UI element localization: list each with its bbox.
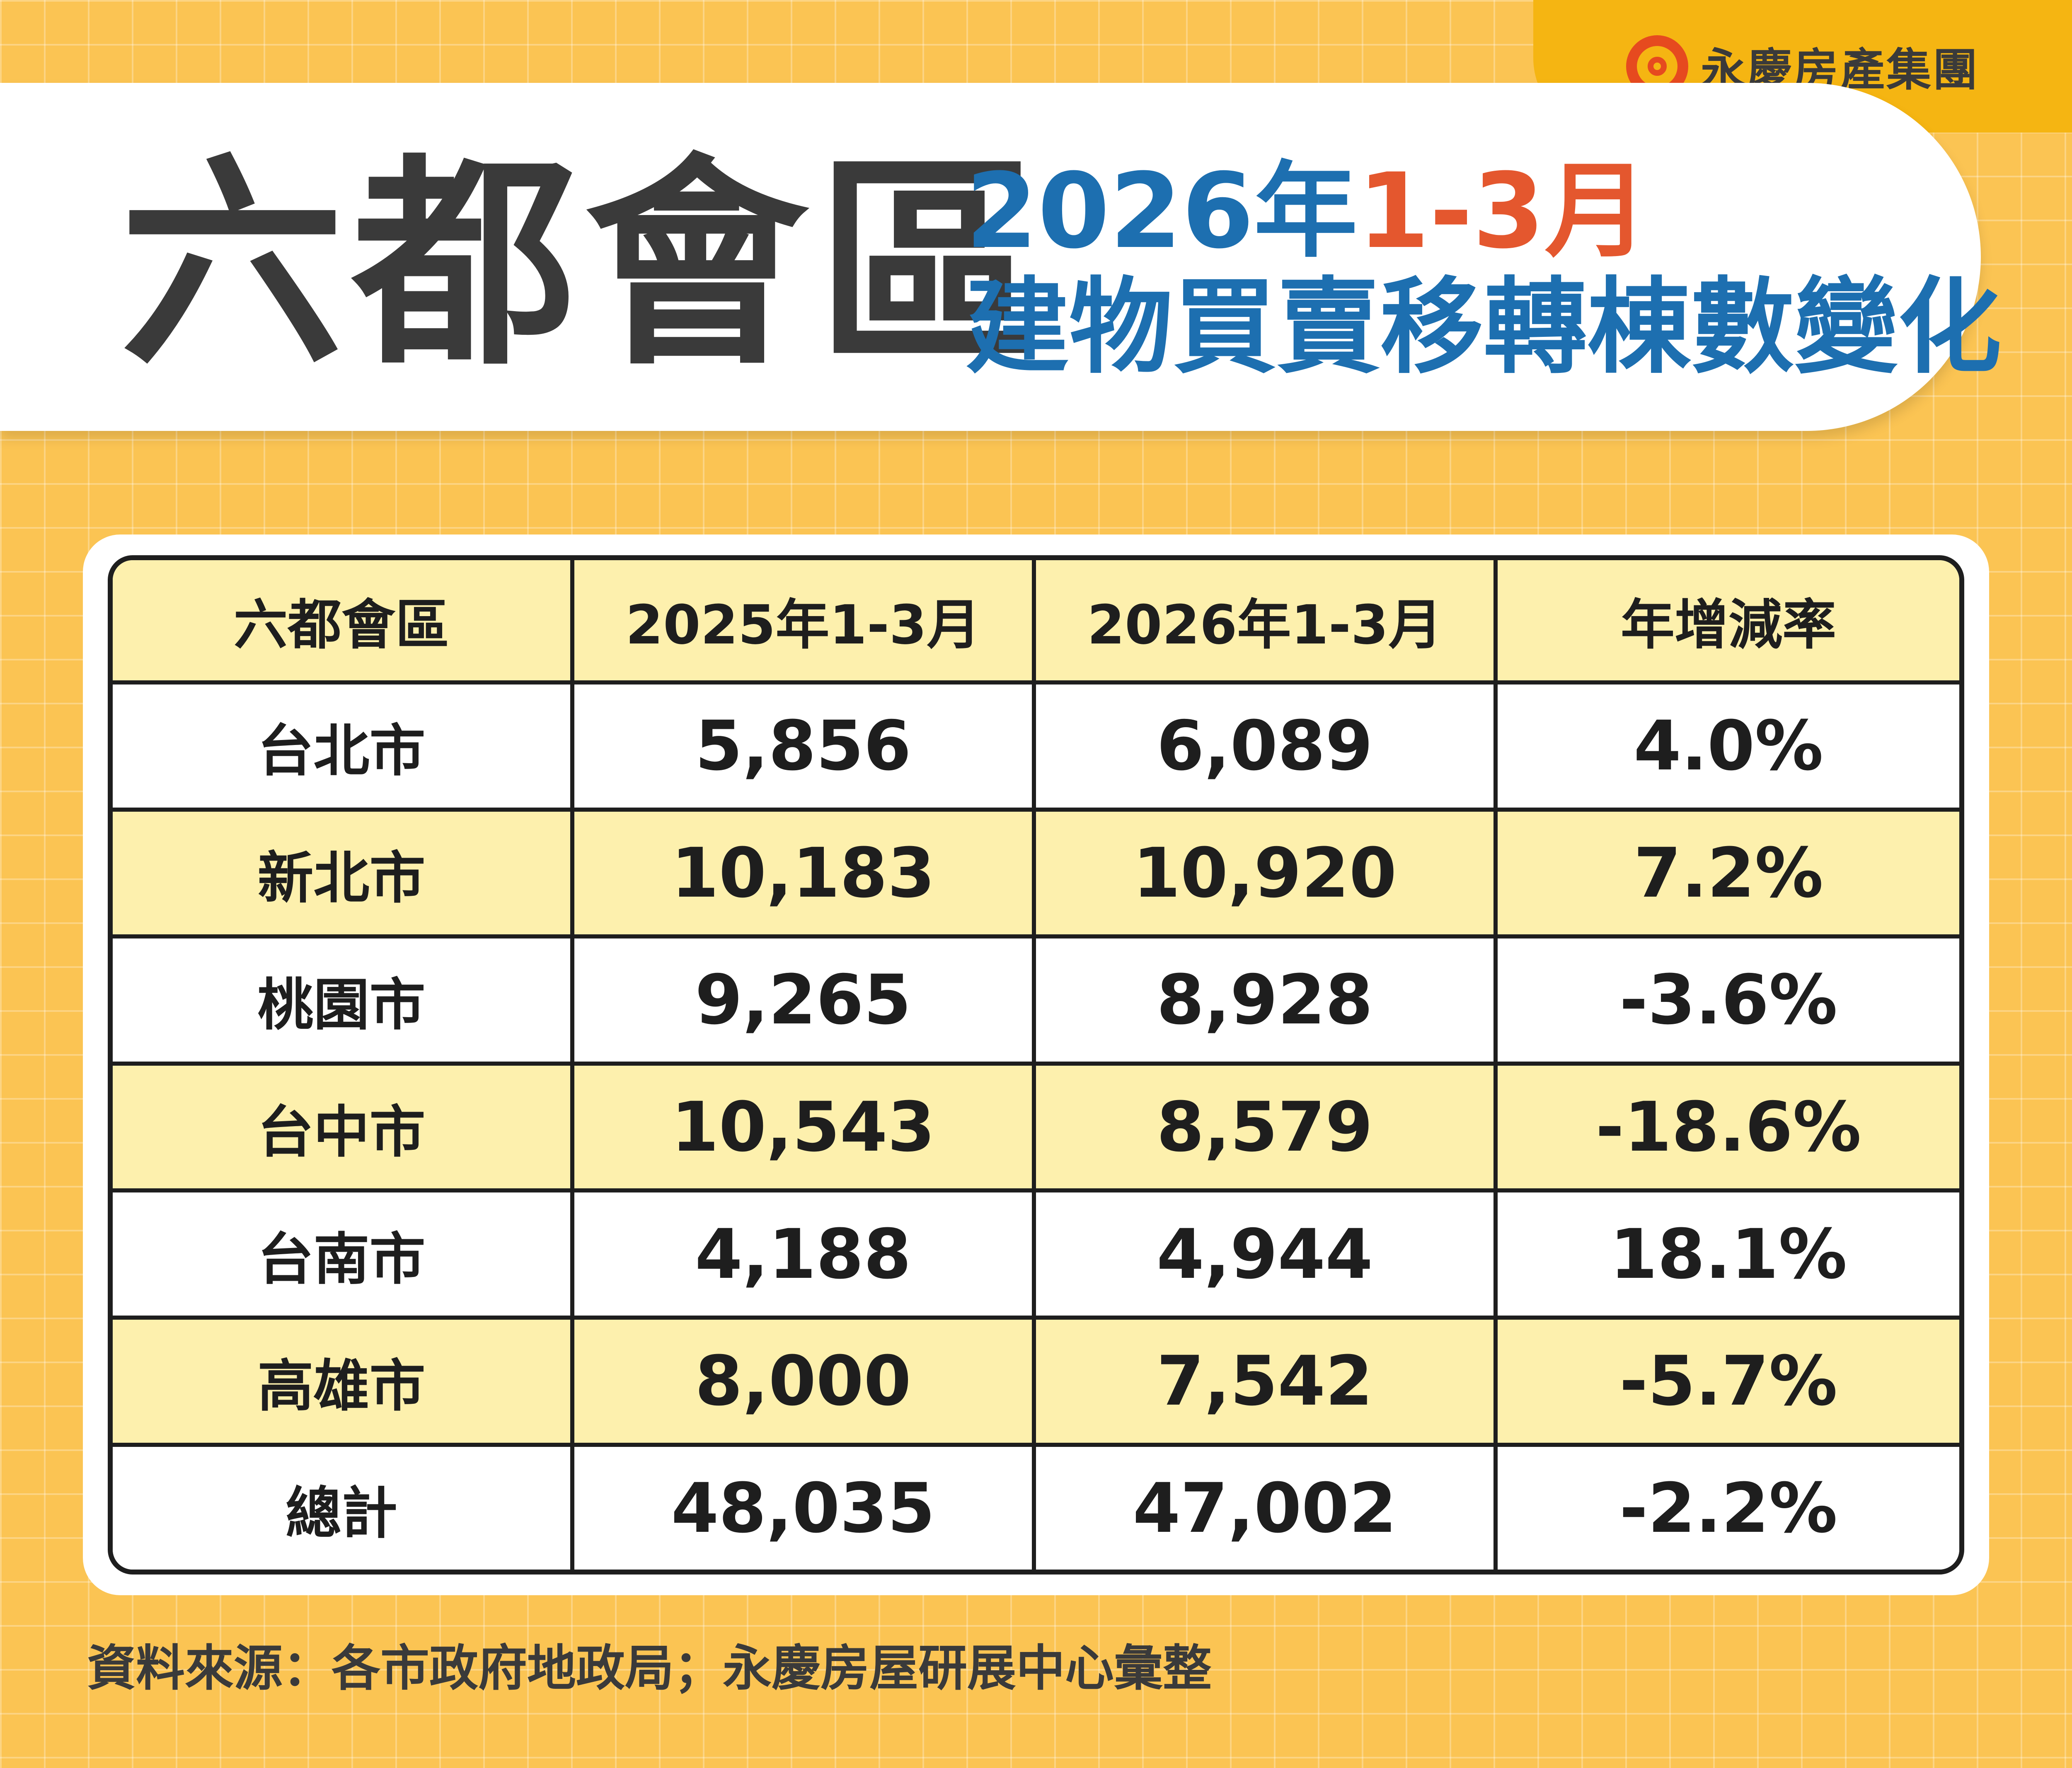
cell-2025: 10,543 <box>574 1065 1036 1193</box>
cell-2026: 7,542 <box>1036 1319 1498 1447</box>
header-2026: 2026年1-3月 <box>1036 560 1498 684</box>
subtitle-year: 2026年 <box>966 151 1358 271</box>
table-row: 台南市 4,188 4,944 18.1% <box>113 1192 1959 1320</box>
cell-2026: 6,089 <box>1036 684 1498 812</box>
cell-city: 台中市 <box>113 1065 574 1193</box>
subtitle-description: 建物買賣移轉棟數變化 <box>966 267 2002 387</box>
table-row: 桃園市 9,265 8,928 -3.6% <box>113 938 1959 1066</box>
cell-2026: 8,579 <box>1036 1065 1498 1193</box>
title-banner <box>0 83 1981 431</box>
cell-rate: 18.1% <box>1498 1192 1959 1320</box>
cell-rate: -2.2% <box>1498 1446 1959 1570</box>
cell-2026: 47,002 <box>1036 1446 1498 1570</box>
cell-2025: 10,183 <box>574 811 1036 939</box>
table-card: 六都會區 2025年1-3月 2026年1-3月 年增減率 台北市 5,856 … <box>83 535 1989 1595</box>
cell-2026: 8,928 <box>1036 938 1498 1066</box>
cell-2025: 5,856 <box>574 684 1036 812</box>
table-header-row: 六都會區 2025年1-3月 2026年1-3月 年增減率 <box>113 560 1959 684</box>
cell-city: 台南市 <box>113 1192 574 1320</box>
table-row: 台中市 10,543 8,579 -18.6% <box>113 1065 1959 1193</box>
cell-rate: -5.7% <box>1498 1319 1959 1447</box>
source-note: 資料來源：各市政府地政局；永慶房屋研展中心彙整 <box>87 1640 1212 1697</box>
cell-rate: 4.0% <box>1498 684 1959 812</box>
table-row: 台北市 5,856 6,089 4.0% <box>113 684 1959 812</box>
cell-2026: 4,944 <box>1036 1192 1498 1320</box>
cell-2025: 48,035 <box>574 1446 1036 1570</box>
transfer-table: 六都會區 2025年1-3月 2026年1-3月 年增減率 台北市 5,856 … <box>108 555 1964 1575</box>
cell-rate: -3.6% <box>1498 938 1959 1066</box>
cell-rate: 7.2% <box>1498 811 1959 939</box>
cell-2025: 9,265 <box>574 938 1036 1066</box>
table-row: 高雄市 8,000 7,542 -5.7% <box>113 1319 1959 1447</box>
table-total-row: 總計 48,035 47,002 -2.2% <box>113 1446 1959 1570</box>
subtitle-period: 2026年1-3月 <box>966 149 1648 273</box>
cell-city: 總計 <box>113 1446 574 1570</box>
cell-2025: 8,000 <box>574 1319 1036 1447</box>
cell-2026: 10,920 <box>1036 811 1498 939</box>
cell-city: 新北市 <box>113 811 574 939</box>
header-2025: 2025年1-3月 <box>574 560 1036 684</box>
header-rate: 年增減率 <box>1498 560 1959 684</box>
page-title: 六都會區 <box>120 135 1048 395</box>
table-row: 新北市 10,183 10,920 7.2% <box>113 811 1959 939</box>
cell-city: 台北市 <box>113 684 574 812</box>
subtitle-month: 1-3月 <box>1357 151 1648 271</box>
header-region: 六都會區 <box>113 560 574 684</box>
cell-rate: -18.6% <box>1498 1065 1959 1193</box>
cell-city: 桃園市 <box>113 938 574 1066</box>
cell-city: 高雄市 <box>113 1319 574 1447</box>
cell-2025: 4,188 <box>574 1192 1036 1320</box>
